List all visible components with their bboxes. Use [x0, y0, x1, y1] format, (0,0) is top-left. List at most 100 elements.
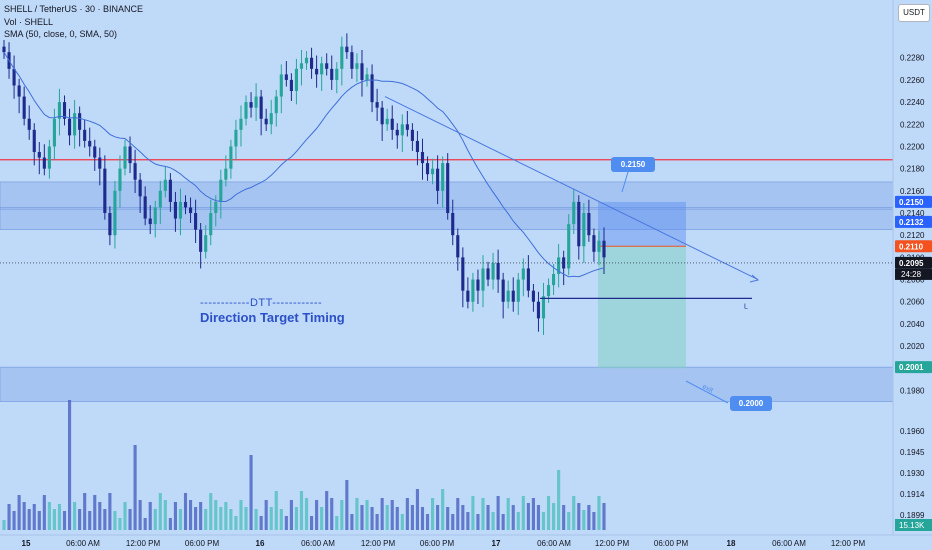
volume-bar [441, 489, 445, 530]
candle-body [178, 201, 183, 219]
volume-bar [123, 502, 127, 530]
price-tick-label: 0.2080 [900, 276, 925, 285]
volume-bar [279, 509, 283, 530]
volume-bar [113, 511, 117, 530]
candle-body [370, 74, 374, 103]
volume-bar [168, 518, 172, 530]
volume-bar [57, 504, 62, 530]
candle-body [602, 240, 606, 258]
volume-tick-label: 0.1914 [900, 490, 925, 499]
volume-bar [521, 496, 525, 530]
volume-bar [602, 503, 606, 530]
price-tick-label: 0.2160 [900, 187, 925, 196]
volume-bar [597, 496, 601, 530]
volume-bar [289, 500, 293, 530]
symbol-title: SHELL / TetherUS · 30 · BINANCE [4, 4, 144, 14]
candle-body [2, 46, 6, 53]
volume-bar [345, 480, 349, 530]
volume-indicator-label: Vol · SHELL [4, 17, 54, 27]
volume-bar [93, 495, 97, 530]
candle-body [355, 63, 359, 69]
volume-bar [330, 498, 334, 530]
candle-body [385, 118, 389, 125]
volume-bar [249, 455, 253, 530]
volume-bar [32, 504, 36, 530]
candle-body [289, 79, 293, 92]
volume-bar [264, 500, 268, 530]
volume-bar [42, 495, 46, 530]
volume-bar [274, 491, 278, 530]
time-tick-label: 17 [492, 539, 501, 548]
candle-body [12, 68, 16, 86]
currency-button[interactable]: USDT [898, 4, 930, 22]
candle-body [194, 213, 198, 230]
price-tick-label: 0.2280 [900, 54, 925, 63]
volume-bar [466, 512, 470, 530]
volume-bar [587, 505, 591, 530]
candle-body [269, 113, 273, 125]
price-tick-label: 0.2060 [900, 298, 925, 307]
volume-tick-label: 0.1930 [900, 469, 925, 478]
dtt-title: Direction Target Timing [200, 310, 345, 325]
volume-bar [214, 500, 218, 530]
candle-body [315, 68, 319, 75]
candle-body [521, 268, 525, 280]
candle-body [199, 229, 203, 252]
volume-bar [506, 498, 510, 530]
volume-bar [486, 505, 490, 530]
volume-bar [471, 496, 475, 530]
candle-body [259, 96, 263, 119]
price-badge [895, 361, 932, 374]
price-badge [895, 240, 932, 253]
price-tick-label: 0.2220 [900, 120, 925, 129]
volume-bar [501, 514, 505, 530]
volume-bar [420, 507, 425, 530]
candle-body [73, 113, 77, 136]
exit-callout[interactable]: 0.2000 [730, 396, 772, 411]
candle-body [224, 168, 228, 180]
candle-body [304, 57, 309, 64]
candle-body [380, 107, 384, 125]
volume-bar [22, 502, 26, 530]
volume-bar [425, 514, 430, 530]
candle-body [78, 113, 82, 130]
volume-bar [340, 500, 344, 530]
candle-body [32, 129, 36, 153]
candle-body [17, 85, 21, 97]
volume-bar [284, 516, 288, 530]
price-tick-label: 0.2140 [900, 209, 925, 218]
candle-body [188, 207, 193, 214]
volume-bar [536, 505, 541, 530]
time-tick-label: 06:00 AM [772, 539, 806, 548]
candle-body [264, 118, 268, 125]
price-tick-label: 0.2040 [900, 320, 925, 329]
candle-body [476, 279, 480, 291]
sma-indicator-label: SMA (50, close, 0, SMA, 50) [4, 29, 118, 39]
candle-body [536, 301, 541, 319]
candle-body [572, 201, 576, 225]
volume-bar [541, 512, 546, 530]
candle-body [294, 68, 298, 92]
candle-body [325, 63, 329, 69]
candle-body [138, 179, 142, 197]
target-callout[interactable]: 0.2150 [611, 157, 655, 172]
volume-bar [52, 509, 56, 530]
volume-bar [572, 496, 576, 530]
volume-bar [199, 502, 203, 530]
candle-body [153, 207, 157, 225]
volume-bar [552, 503, 556, 530]
candle-body [67, 118, 72, 136]
candle-body [118, 168, 122, 191]
volume-bar [456, 498, 460, 530]
volume-bar [491, 512, 495, 530]
exit-label: exit [701, 384, 714, 395]
volume-bar [17, 495, 21, 530]
volume-bar [496, 496, 500, 530]
volume-bar [219, 507, 223, 530]
time-tick-label: 15 [22, 539, 31, 548]
time-tick-label: 12:00 PM [831, 539, 866, 548]
volume-bar [173, 502, 177, 530]
time-tick-label: 12:00 PM [595, 539, 630, 548]
